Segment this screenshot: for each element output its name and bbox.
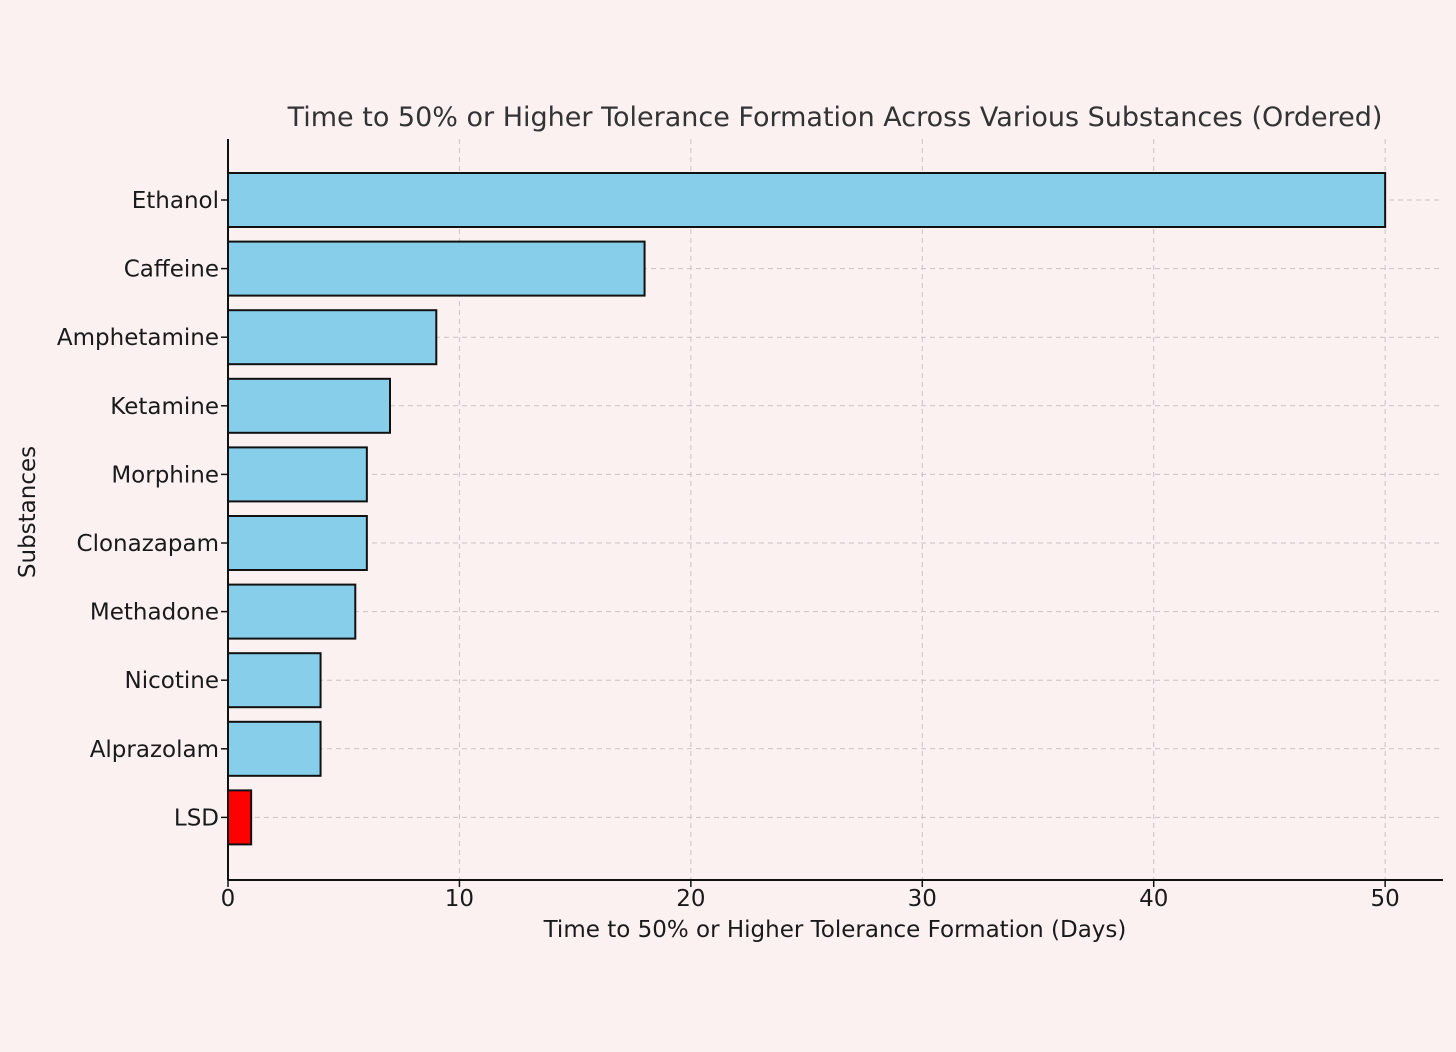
bar-caffeine bbox=[227, 240, 646, 297]
y-tick-label: Amphetamine bbox=[57, 325, 219, 351]
y-axis-label: Substances bbox=[15, 446, 41, 578]
x-tick-label: 0 bbox=[221, 886, 236, 912]
tick-labels: 0 10 20 30 40 50 Ethanol Caffeine Amphetamine Ket… bbox=[57, 188, 1400, 912]
x-tick-label: 50 bbox=[1371, 886, 1400, 912]
y-tick-label: LSD bbox=[174, 805, 219, 831]
chart-title: Time to 50% or Higher Tolerance Formatio… bbox=[287, 102, 1383, 133]
y-tick-label: Nicotine bbox=[125, 668, 219, 694]
y-tick-label: Clonazapam bbox=[77, 531, 219, 557]
bar-alprazolam bbox=[227, 720, 322, 777]
x-tick-label: 30 bbox=[908, 886, 937, 912]
bars bbox=[227, 172, 1387, 846]
axes-spines bbox=[227, 139, 1443, 881]
y-tick-label: Methadone bbox=[90, 600, 219, 626]
bar-ketamine bbox=[227, 377, 391, 434]
bar-lsd bbox=[227, 789, 253, 846]
y-tick-label: Caffeine bbox=[124, 257, 219, 283]
bar-clonazapam bbox=[227, 515, 368, 571]
y-tick-label: Ketamine bbox=[110, 394, 219, 420]
y-tick-label: Ethanol bbox=[132, 188, 219, 214]
x-tick-label: 20 bbox=[676, 886, 705, 912]
bar-morphine bbox=[227, 446, 368, 503]
x-axis-label: Time to 50% or Higher Tolerance Formatio… bbox=[543, 917, 1127, 943]
x-tick-label: 10 bbox=[445, 886, 474, 912]
bar-amphetamine bbox=[227, 309, 438, 366]
bar-methadone bbox=[227, 583, 357, 640]
y-tick-label: Morphine bbox=[111, 462, 219, 488]
y-tick-label: Alprazolam bbox=[90, 737, 219, 763]
x-tick-label: 40 bbox=[1139, 886, 1168, 912]
bar-nicotine bbox=[227, 652, 322, 709]
bar-ethanol bbox=[227, 172, 1387, 228]
